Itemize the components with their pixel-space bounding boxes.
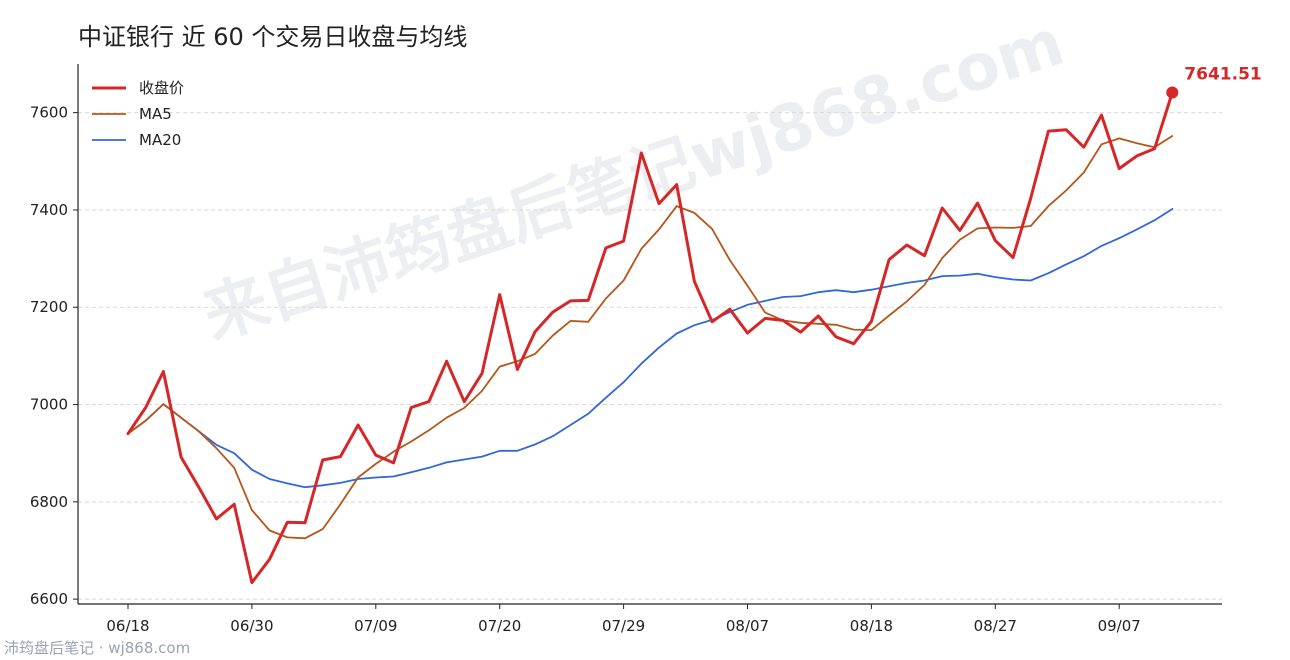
y-tick-label: 7600 xyxy=(30,104,68,122)
gridlines xyxy=(78,112,1222,600)
series-line-close xyxy=(126,91,1174,585)
x-tick-label: 09/07 xyxy=(1098,617,1141,635)
x-tick-label: 08/18 xyxy=(850,617,893,635)
x-tick-label: 06/30 xyxy=(230,617,273,635)
footer-credit: 沛筠盘后笔记 · wj868.com xyxy=(4,639,190,657)
last-value-marker xyxy=(1166,86,1179,99)
series-lines xyxy=(126,91,1174,585)
y-axis-ticks: 6600 6800 7000 7200 7400 7600 xyxy=(30,104,78,608)
x-tick-label: 08/27 xyxy=(974,617,1017,635)
x-axis-ticks: 06/18 06/30 07/09 07/20 07/29 08/07 08/18 08/27… xyxy=(106,604,1141,635)
y-tick-label: 7200 xyxy=(30,298,68,316)
legend-label: MA5 xyxy=(139,105,172,123)
y-tick-label: 6600 xyxy=(30,590,68,608)
y-tick-label: 6800 xyxy=(30,493,68,511)
x-tick-label: 08/07 xyxy=(726,617,769,635)
legend-label: 收盘价 xyxy=(139,79,184,97)
watermark: 来自沛筠盘后笔记wj868.com xyxy=(194,6,1072,354)
axes xyxy=(77,64,1222,605)
y-tick-label: 7000 xyxy=(30,396,68,414)
x-tick-label: 07/09 xyxy=(354,617,397,635)
legend-label: MA20 xyxy=(139,131,181,149)
y-tick-label: 7400 xyxy=(30,201,68,219)
series-line-ma20 xyxy=(127,208,1174,489)
legend: 收盘价 MA5 MA20 xyxy=(92,79,184,149)
series-line-ma5 xyxy=(127,135,1174,540)
last-value-label: 7641.51 xyxy=(1184,64,1261,84)
chart-title: 中证银行 近 60 个交易日收盘与均线 xyxy=(78,23,467,51)
x-tick-label: 06/18 xyxy=(106,617,149,635)
x-tick-label: 07/29 xyxy=(602,617,645,635)
x-tick-label: 07/20 xyxy=(478,617,521,635)
